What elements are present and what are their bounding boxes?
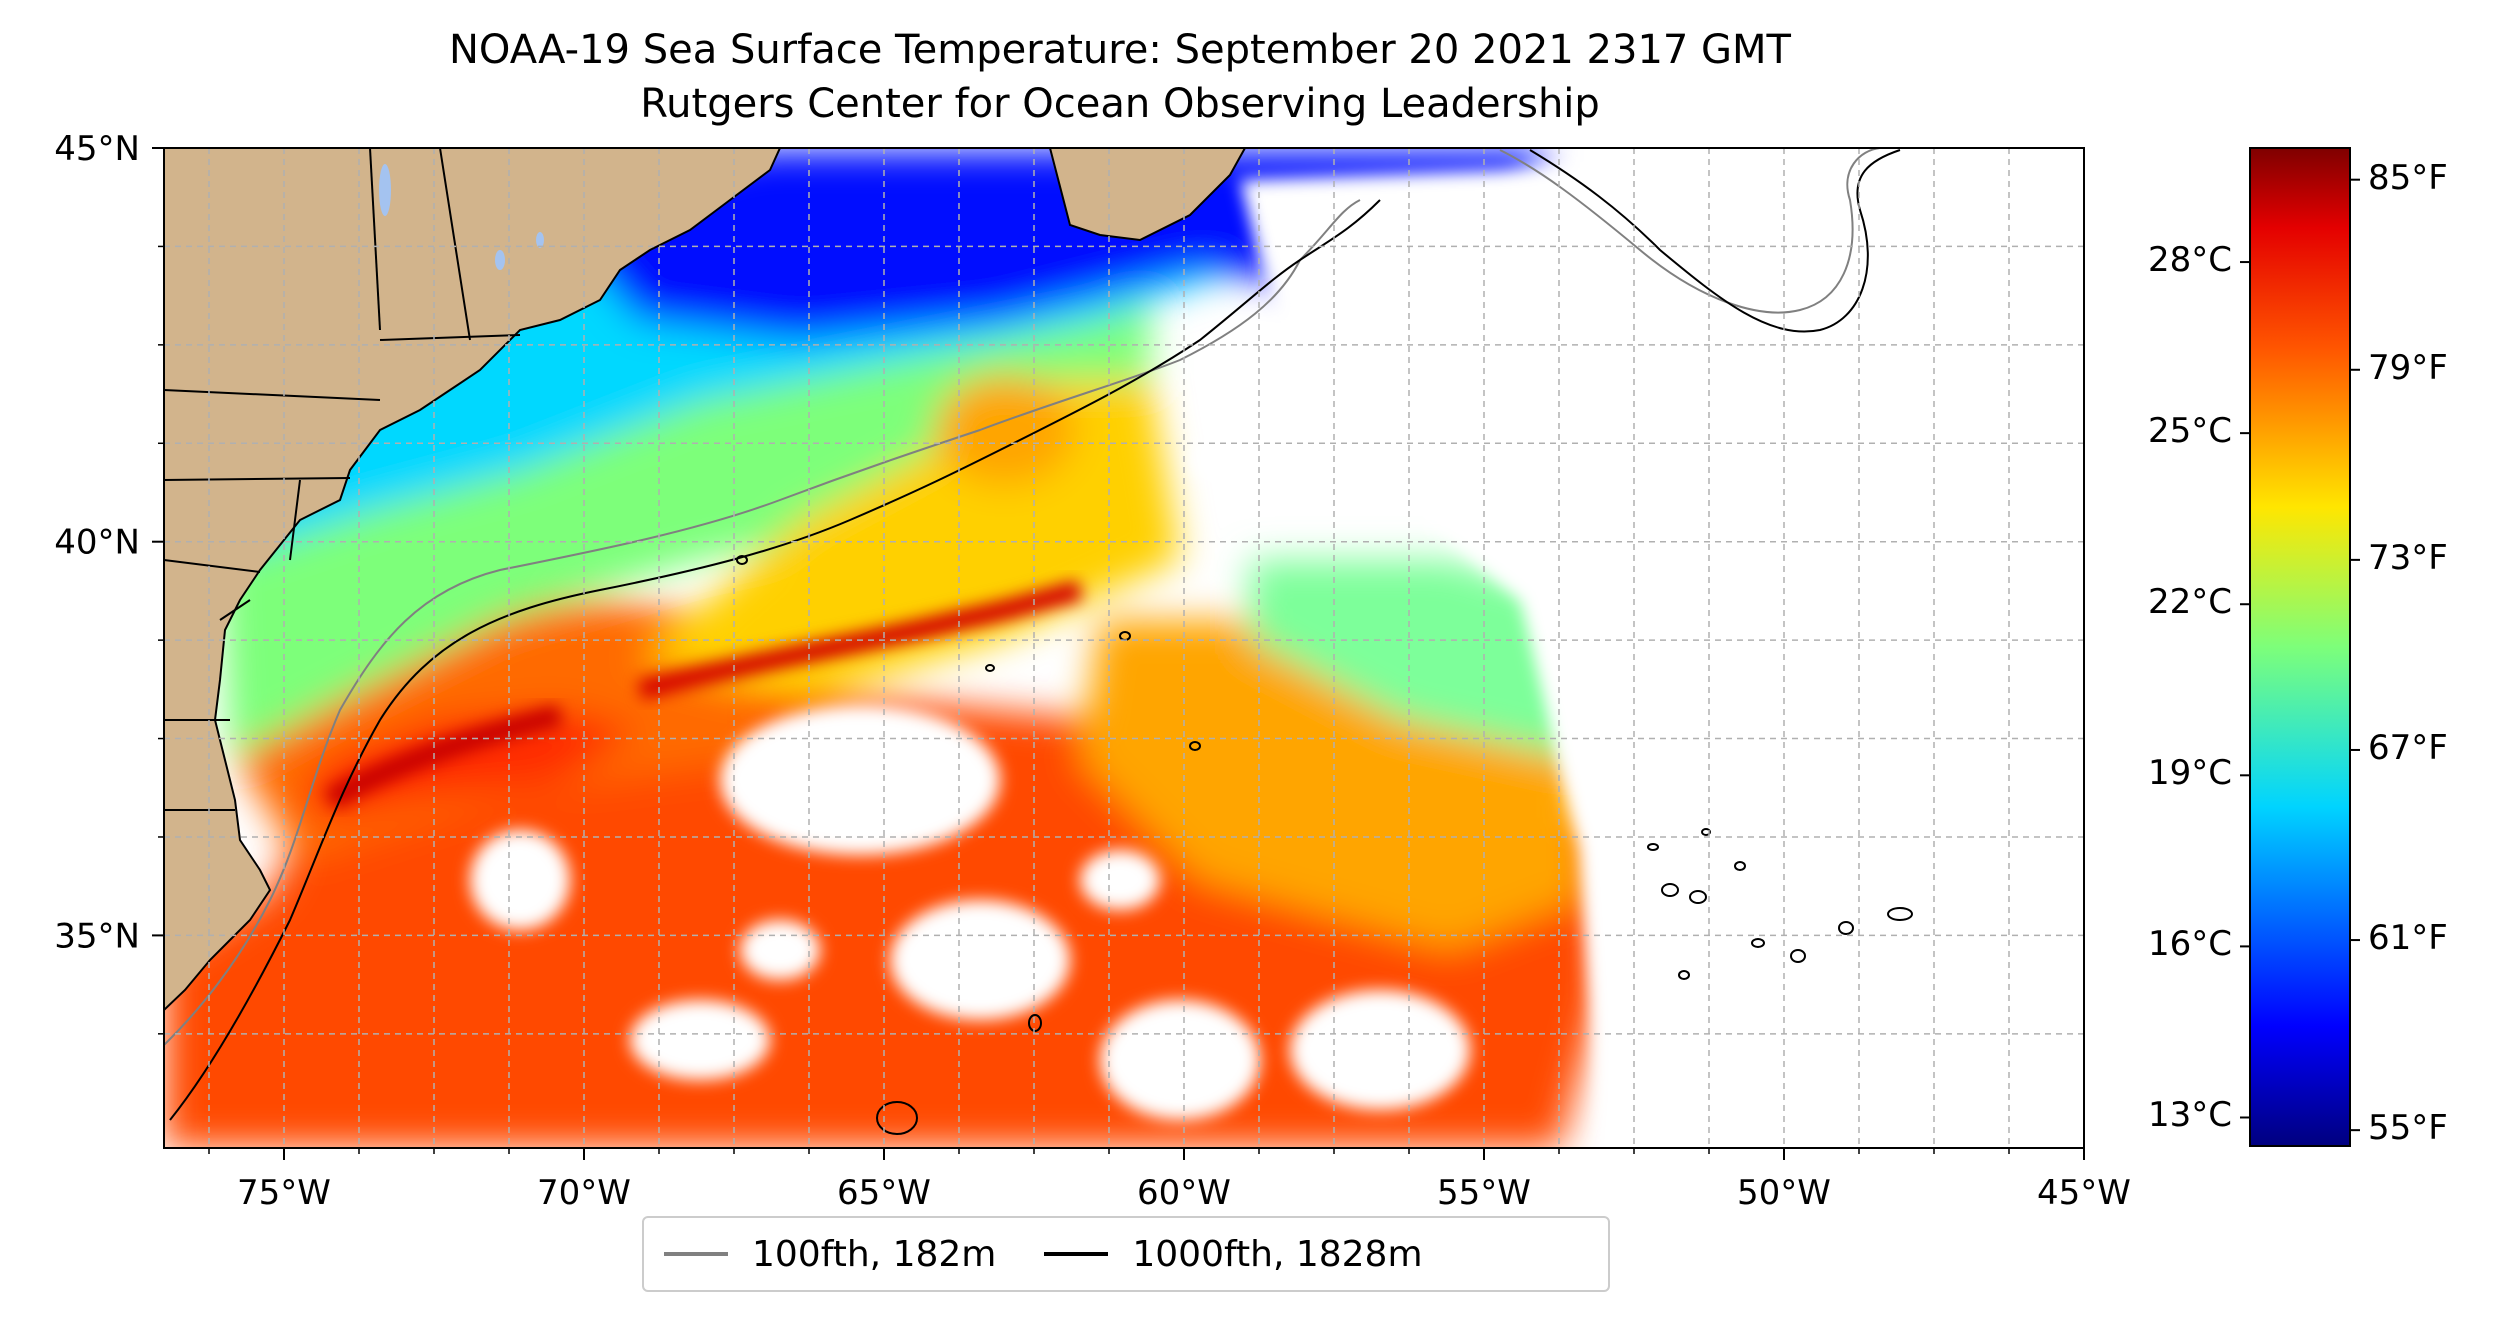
lat-tick-label-40n: 40°N [54,523,140,563]
colorbar-fahrenheit-67: 67°F [2368,727,2448,768]
colorbar-celsius-16: 16°C [2147,924,2232,965]
colorbar-celsius-19: 19°C [2147,753,2232,794]
colorbar-fahrenheit-85: 85°F [2368,157,2448,198]
sst-warm-core-ring [935,375,1075,485]
lon-tick-label-45w: 45°W [2037,1173,2131,1213]
lon-tick-label-55w: 55°W [1437,1173,1531,1213]
legend-line-gray [664,1252,728,1256]
land-north-america [164,148,782,1012]
lon-tick-labels: 75°W 70°W 65°W 60°W 55°W 50°W 45°W [237,1173,2131,1213]
lakes [379,164,544,270]
state-boundaries [164,148,521,811]
colorbar-fahrenheit-61: 61°F [2368,918,2448,959]
map-gridlines [164,148,2084,1148]
lat-tick-label-45n: 45°N [54,129,140,169]
isobath-1000fth [169,149,1901,1121]
colorbar-fahrenheit-73: 73°F [2368,537,2448,578]
lon-tick-label-75w: 75°W [237,1173,331,1213]
land-nova-scotia [1048,148,1247,242]
map-area [164,148,2084,1148]
colorbar [2240,147,2360,1147]
colorbar-fahrenheit-79: 79°F [2368,347,2448,388]
legend-label-1000fth: 1000fth, 1828m [1132,1233,1423,1275]
map-tick-marks [152,147,2085,1160]
colorbar-fahrenheit-55: 55°F [2368,1108,2448,1149]
chart-subtitle: Rutgers Center for Ocean Observing Leade… [640,81,1600,127]
land [164,148,1247,1012]
lon-tick-label-50w: 50°W [1737,1173,1831,1213]
cloud-gaps [470,148,2084,1148]
lat-tick-label-35n: 35°N [54,916,140,956]
chart-title: NOAA-19 Sea Surface Temperature: Septemb… [449,27,1791,73]
colorbar-celsius-28: 28°C [2147,240,2232,281]
lon-tick-label-70w: 70°W [537,1173,631,1213]
sst-east-green [1250,560,1580,760]
lon-tick-label-60w: 60°W [1137,1173,1231,1213]
legend-item-1000fth: 1000fth, 1828m [1044,1233,1423,1275]
colorbar-gradient [2249,147,2351,1147]
colorbar-celsius-22: 22°C [2147,582,2232,623]
lon-tick-label-65w: 65°W [837,1173,931,1213]
colorbar-celsius-13: 13°C [2147,1095,2232,1136]
isobath-100fth [164,148,1881,1046]
legend-line-black [1044,1252,1109,1256]
map-frame [163,147,2085,1149]
legend-item-100fth: 100fth, 182m [664,1234,996,1275]
seamounts [736,555,1913,1135]
lat-tick-labels: 35°N 40°N 45°N [54,129,140,956]
legend-label-100fth: 100fth, 182m [752,1233,997,1275]
isobath-legend: 100fth, 182m 1000fth, 1828m [642,1216,1610,1292]
colorbar-ticks [2240,178,2360,1132]
sst-gulf-stream-tail [300,710,640,820]
colorbar-celsius-25: 25°C [2147,411,2232,452]
